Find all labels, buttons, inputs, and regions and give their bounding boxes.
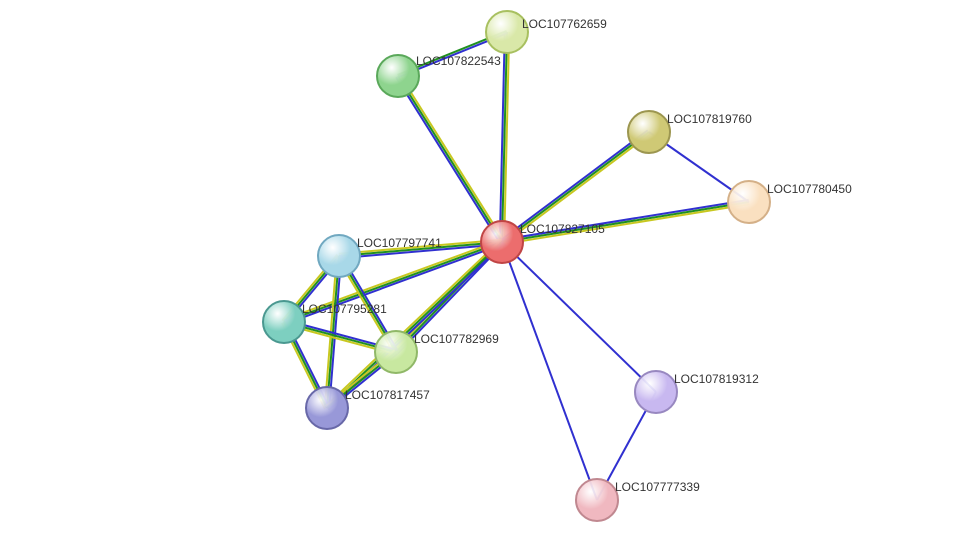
network-node[interactable]	[306, 387, 348, 429]
edge[interactable]	[502, 132, 649, 242]
edge[interactable]	[502, 202, 749, 242]
nodes-layer	[263, 11, 770, 521]
network-canvas	[0, 0, 976, 548]
network-node[interactable]	[628, 111, 670, 153]
edge[interactable]	[502, 242, 656, 392]
network-node[interactable]	[375, 331, 417, 373]
edge[interactable]	[502, 242, 597, 500]
edge[interactable]	[398, 76, 502, 242]
edge[interactable]	[400, 75, 504, 241]
network-node[interactable]	[728, 181, 770, 223]
network-node[interactable]	[263, 301, 305, 343]
network-node[interactable]	[377, 55, 419, 97]
network-node[interactable]	[635, 371, 677, 413]
network-node[interactable]	[486, 11, 528, 53]
edge[interactable]	[502, 200, 749, 240]
network-node[interactable]	[318, 235, 360, 277]
network-node[interactable]	[576, 479, 618, 521]
edge[interactable]	[396, 77, 500, 243]
network-node[interactable]	[481, 221, 523, 263]
